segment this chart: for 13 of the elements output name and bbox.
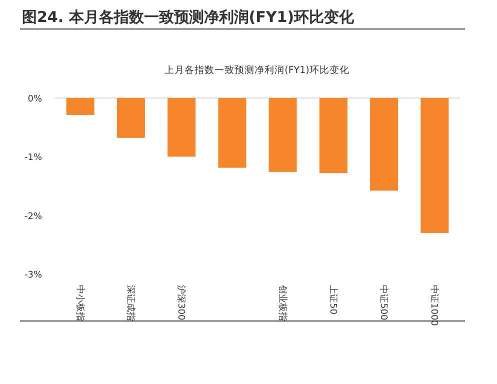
x-tick-label: 上证50	[327, 285, 338, 315]
y-tick-label: -3%	[24, 270, 42, 280]
x-tick-label: 创业板指	[276, 285, 288, 321]
y-tick-label: -2%	[24, 212, 42, 222]
y-tick-label: -1%	[24, 153, 42, 164]
x-tick-label: 沪深300	[176, 285, 187, 320]
x-tick-label: 深证成指	[124, 285, 136, 321]
y-tick-label: 0%	[28, 94, 42, 104]
x-tick-label: 中证500	[378, 285, 390, 320]
x-tick-label: 中证1000	[428, 285, 440, 326]
x-tick-label: 中小板指	[74, 285, 86, 321]
chart-title: 图24. 本月各指数一致预测净利润(FY1)环比变化	[22, 8, 356, 26]
chart-subtitle: 上月各指数一致预测净利润(FY1)环比变化	[164, 64, 350, 76]
